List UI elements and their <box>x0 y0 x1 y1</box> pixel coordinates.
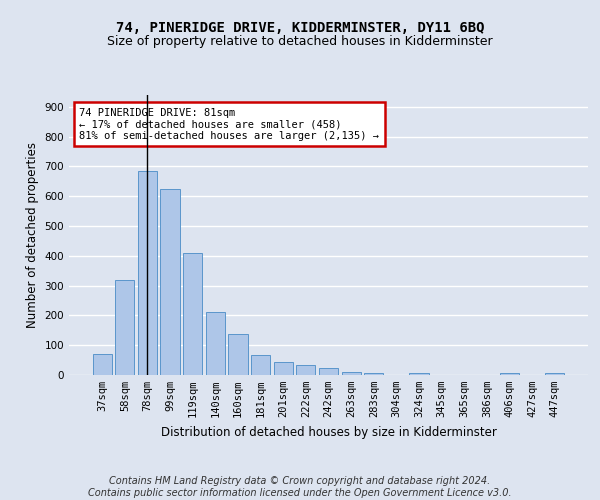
Bar <box>251 354 270 375</box>
X-axis label: Distribution of detached houses by size in Kidderminster: Distribution of detached houses by size … <box>161 426 496 438</box>
Bar <box>545 372 565 375</box>
Bar <box>160 189 180 375</box>
Bar <box>115 280 134 375</box>
Text: Contains HM Land Registry data © Crown copyright and database right 2024.
Contai: Contains HM Land Registry data © Crown c… <box>88 476 512 498</box>
Bar <box>183 253 202 375</box>
Bar <box>319 368 338 375</box>
Y-axis label: Number of detached properties: Number of detached properties <box>26 142 39 328</box>
Bar <box>274 362 293 375</box>
Bar <box>92 354 112 375</box>
Text: Size of property relative to detached houses in Kidderminster: Size of property relative to detached ho… <box>107 34 493 48</box>
Text: 74, PINERIDGE DRIVE, KIDDERMINSTER, DY11 6BQ: 74, PINERIDGE DRIVE, KIDDERMINSTER, DY11… <box>116 20 484 34</box>
Bar <box>364 372 383 375</box>
Bar <box>138 171 157 375</box>
Text: 74 PINERIDGE DRIVE: 81sqm
← 17% of detached houses are smaller (458)
81% of semi: 74 PINERIDGE DRIVE: 81sqm ← 17% of detac… <box>79 108 379 141</box>
Bar <box>341 372 361 375</box>
Bar <box>229 334 248 375</box>
Bar <box>296 366 316 375</box>
Bar <box>500 372 519 375</box>
Bar <box>206 312 225 375</box>
Bar <box>409 373 428 375</box>
